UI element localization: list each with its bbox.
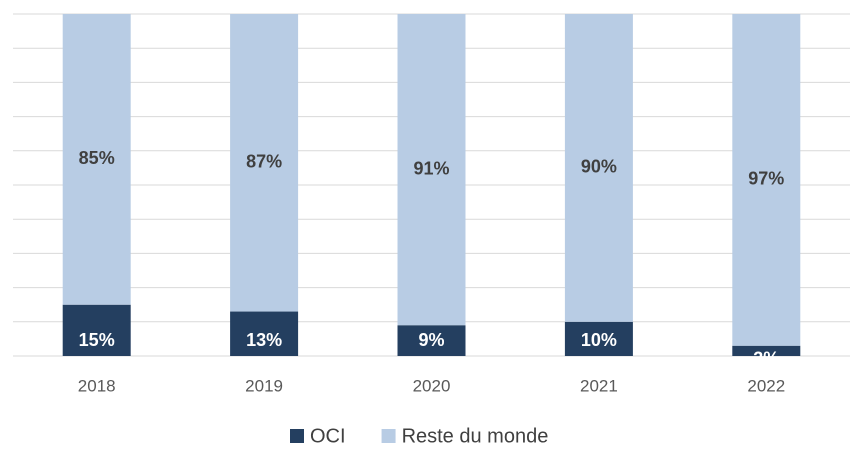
x-tick-label: 2020 — [413, 376, 451, 395]
x-tick-label: 2021 — [580, 376, 618, 395]
legend-swatch — [381, 429, 396, 443]
data-label: 85% — [79, 148, 115, 168]
data-label: 91% — [413, 158, 449, 178]
data-label: 9% — [418, 330, 444, 350]
legend-label: Reste du monde — [402, 425, 549, 447]
legend-swatch — [290, 429, 304, 443]
data-label: 97% — [748, 169, 784, 189]
legend-label: OCI — [310, 425, 346, 447]
bar-segment — [564, 321, 633, 356]
x-tick-label: 2018 — [78, 376, 116, 395]
data-label: 3% — [753, 349, 779, 369]
bar-segment — [732, 345, 801, 356]
bar-segment — [62, 304, 131, 356]
x-tick-label: 2022 — [747, 376, 785, 395]
data-label: 15% — [79, 330, 115, 350]
bar-segment — [230, 311, 299, 356]
data-label: 90% — [581, 157, 617, 177]
data-label: 87% — [246, 152, 282, 172]
data-label: 10% — [581, 330, 617, 350]
bar-segment — [732, 14, 801, 346]
bar-segment — [230, 14, 299, 312]
data-label: 13% — [246, 330, 282, 350]
x-tick-label: 2019 — [245, 376, 283, 395]
bar-segment — [62, 14, 131, 305]
bar-segment — [564, 14, 633, 322]
bar-segment — [397, 325, 466, 356]
bar-segment — [397, 14, 466, 326]
